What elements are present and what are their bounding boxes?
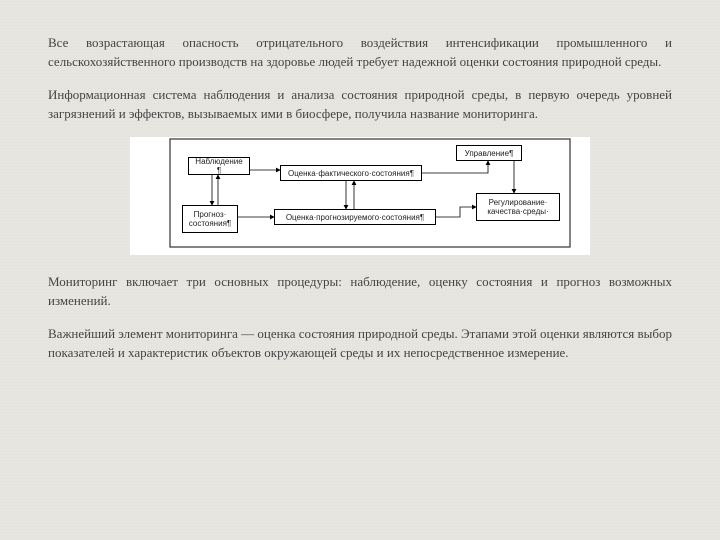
monitoring-diagram: Наблюдение ¶ Оценка·фактического·состоян…	[130, 137, 590, 255]
paragraph-3: Мониторинг включает три основных процеду…	[48, 273, 672, 311]
node-management: Управление¶	[456, 145, 522, 161]
node-factual: Оценка·фактического·состояния¶	[280, 165, 422, 181]
node-regulation: Регулирование· качества·среды·	[476, 193, 560, 221]
diagram-canvas: Наблюдение ¶ Оценка·фактического·состоян…	[130, 137, 590, 255]
paragraph-1: Все возрастающая опасность отрицательног…	[48, 34, 672, 72]
paragraph-2: Информационная система наблюдения и анал…	[48, 86, 672, 124]
node-prognosis: Прогноз· состояния¶	[182, 205, 238, 233]
node-predicted: Оценка·прогнозируемого·состояния¶	[274, 209, 436, 225]
paragraph-4: Важнейший элемент мониторинга — оценка с…	[48, 325, 672, 363]
node-observation: Наблюдение ¶	[188, 157, 250, 175]
